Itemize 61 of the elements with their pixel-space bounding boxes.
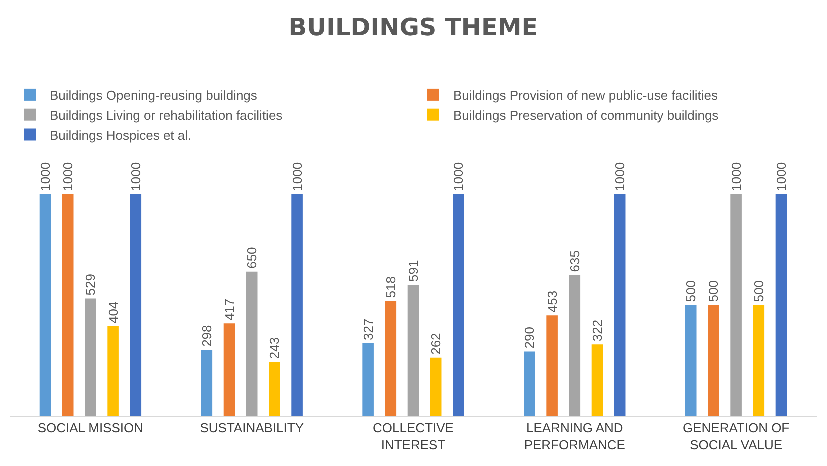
data-label: 322 bbox=[590, 320, 605, 342]
data-label: 500 bbox=[751, 280, 766, 302]
data-label: 243 bbox=[267, 337, 282, 360]
bar bbox=[224, 324, 236, 416]
bar bbox=[108, 326, 119, 416]
data-label: 500 bbox=[706, 280, 722, 302]
data-label: 529 bbox=[83, 274, 98, 296]
legend-label: Buildings Preservation of community buildings bbox=[454, 108, 720, 123]
data-label: 290 bbox=[522, 327, 538, 349]
bar bbox=[385, 301, 397, 416]
bar bbox=[708, 305, 720, 416]
legend-label: Buildings Living or rehabilitation facilities bbox=[50, 108, 284, 123]
data-label: 417 bbox=[222, 298, 238, 321]
bar bbox=[85, 298, 96, 416]
legend-label: Buildings Opening-reusing buildings bbox=[50, 88, 258, 104]
data-label: 500 bbox=[684, 280, 699, 302]
x-tick-label: COLLECTIVE INTEREST bbox=[373, 420, 454, 452]
x-tick-label: GENERATION OF SOCIAL VALUE bbox=[682, 420, 790, 452]
data-label: 298 bbox=[199, 325, 214, 347]
bar bbox=[453, 194, 464, 416]
x-tick-label: LEARNING AND PERFORMANCE bbox=[524, 420, 626, 452]
legend-label: Buildings Hospices et al. bbox=[50, 128, 192, 143]
data-label: 262 bbox=[428, 333, 444, 355]
data-label: 453 bbox=[544, 290, 560, 313]
bar bbox=[246, 272, 258, 416]
bar bbox=[40, 194, 52, 416]
bar bbox=[546, 316, 558, 416]
bar bbox=[362, 344, 374, 416]
data-label: 591 bbox=[406, 260, 421, 282]
bar bbox=[430, 358, 442, 416]
data-label: 518 bbox=[383, 276, 398, 298]
bar bbox=[569, 275, 581, 416]
data-label: 1000 bbox=[60, 162, 76, 192]
bar bbox=[614, 194, 626, 416]
x-tick-label: SOCIAL MISSION bbox=[38, 420, 144, 436]
data-label: 1000 bbox=[38, 162, 54, 192]
x-tick-label: SUSTAINABILITY bbox=[200, 420, 304, 436]
data-label: 1000 bbox=[451, 162, 466, 192]
bar bbox=[753, 305, 765, 416]
data-label: 1000 bbox=[774, 162, 789, 192]
data-label: 1000 bbox=[128, 162, 144, 192]
bar bbox=[776, 194, 788, 416]
bar bbox=[592, 344, 604, 416]
bar bbox=[62, 194, 74, 416]
bar bbox=[730, 194, 742, 416]
bar bbox=[685, 305, 697, 416]
bar bbox=[524, 352, 536, 416]
data-label: 650 bbox=[244, 247, 260, 269]
data-label: 635 bbox=[567, 250, 582, 272]
bar bbox=[408, 285, 420, 416]
bar bbox=[269, 362, 280, 416]
data-label: 1000 bbox=[612, 162, 628, 192]
bar bbox=[201, 350, 213, 416]
bar bbox=[292, 194, 303, 416]
data-label: 404 bbox=[106, 302, 121, 324]
data-label: 1000 bbox=[728, 162, 744, 192]
data-label: 1000 bbox=[290, 162, 305, 192]
chart-title: BUILDINGS THEME bbox=[288, 13, 538, 42]
legend-label: Buildings Provision of new public-use facilities bbox=[454, 88, 718, 104]
data-label: 327 bbox=[360, 318, 376, 341]
bar bbox=[130, 194, 142, 416]
